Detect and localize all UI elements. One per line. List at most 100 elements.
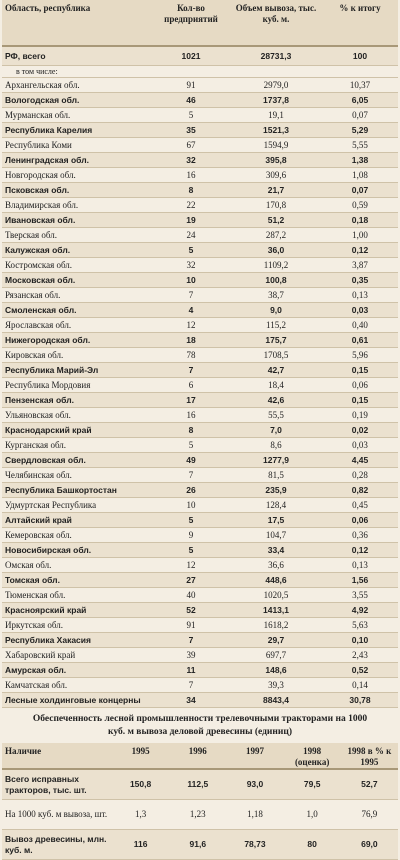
cell: 10,37 xyxy=(322,77,398,93)
table-row: Томская обл. 27 448,6 1,56 xyxy=(2,572,398,588)
cell: 6,05 xyxy=(322,92,398,108)
cell: 34 xyxy=(152,692,230,708)
table-row: Красноярский край 52 1413,1 4,92 xyxy=(2,602,398,618)
cell: 0,40 xyxy=(322,317,398,333)
cell: 697,7 xyxy=(230,647,322,663)
header-cell: % к итогу xyxy=(322,0,398,47)
cell: Республика Мордовия xyxy=(2,377,152,393)
cell: 1,18 xyxy=(226,799,284,830)
cell: 0,13 xyxy=(322,557,398,573)
cell: 67 xyxy=(152,137,230,153)
cell: 1,00 xyxy=(322,227,398,243)
cell: 93,0 xyxy=(226,769,284,800)
cell: Ульяновская обл. xyxy=(2,407,152,423)
cell: 81,5 xyxy=(230,467,322,483)
cell: 29,7 xyxy=(230,632,322,648)
cell: 5,63 xyxy=(322,617,398,633)
cell: 22 xyxy=(152,197,230,213)
cell: Иркутская обл. xyxy=(2,617,152,633)
cell: 55,5 xyxy=(230,407,322,423)
cell: Владимирская обл. xyxy=(2,197,152,213)
cell: 17,5 xyxy=(230,512,322,528)
cell: 30,78 xyxy=(322,692,398,708)
table-row: Алтайский край 5 17,5 0,06 xyxy=(2,512,398,528)
cell: 7 xyxy=(152,362,230,378)
cell: Челябинская обл. xyxy=(2,467,152,483)
cell: Краснодарский край xyxy=(2,422,152,438)
cell: 148,6 xyxy=(230,662,322,678)
table-row: Пензенская обл. 17 42,6 0,15 xyxy=(2,392,398,408)
cell: 35 xyxy=(152,122,230,138)
cell: 1021 xyxy=(152,46,230,66)
cell: 39 xyxy=(152,647,230,663)
cell: Нижегородская обл. xyxy=(2,332,152,348)
cell: 9 xyxy=(152,527,230,543)
cell: Архангельская обл. xyxy=(2,77,152,93)
cell: 7 xyxy=(152,287,230,303)
table-row: Камчатская обл. 7 39,3 0,14 xyxy=(2,677,398,693)
cell: 0,15 xyxy=(322,392,398,408)
table-row: Новгородская обл. 16 309,6 1,08 xyxy=(2,167,398,183)
table-row: Республика Марий-Эл 7 42,7 0,15 xyxy=(2,362,398,378)
cell: 0,10 xyxy=(322,632,398,648)
header-cell: 1998 (оценка) xyxy=(283,743,341,770)
header-cell: 1996 xyxy=(169,743,227,770)
cell: 5,96 xyxy=(322,347,398,363)
cell: 1413,1 xyxy=(230,602,322,618)
caption: Обеспеченность лесной промышленности тре… xyxy=(32,714,368,737)
cell: 1277,9 xyxy=(230,452,322,468)
cell: 0,12 xyxy=(322,242,398,258)
cell: Кировская обл. xyxy=(2,347,152,363)
cell: 0,82 xyxy=(322,482,398,498)
table-row: Иркутская обл. 91 1618,2 5,63 xyxy=(2,617,398,633)
cell: 150,8 xyxy=(112,769,170,800)
cell: 1,08 xyxy=(322,167,398,183)
cell: 18,4 xyxy=(230,377,322,393)
cell: 0,52 xyxy=(322,662,398,678)
table-row: Псковская обл. 8 21,7 0,07 xyxy=(2,182,398,198)
cell: 115,2 xyxy=(230,317,322,333)
table-row: Республика Хакасия 7 29,7 0,10 xyxy=(2,632,398,648)
cell: 91,6 xyxy=(169,829,227,860)
cell: 78 xyxy=(152,347,230,363)
cell: 0,59 xyxy=(322,197,398,213)
cell: 5 xyxy=(152,107,230,123)
cell: Красноярский край xyxy=(2,602,152,618)
header-row: Область, республика Кол-во предприятий Объ… xyxy=(2,0,398,47)
cell: 4,92 xyxy=(322,602,398,618)
table-row: Удмуртская Республика 10 128,4 0,45 xyxy=(2,497,398,513)
table-row: Республика Башкортостан 26 235,9 0,82 xyxy=(2,482,398,498)
cell: 79,5 xyxy=(283,769,341,800)
table-row: Омская обл. 12 36,6 0,13 xyxy=(2,557,398,573)
cell: 128,4 xyxy=(230,497,322,513)
cell: Тюменская обл. xyxy=(2,587,152,603)
cell: 3,55 xyxy=(322,587,398,603)
cell: 104,7 xyxy=(230,527,322,543)
cell: 8 xyxy=(152,182,230,198)
cell: 1,56 xyxy=(322,572,398,588)
cell: Удмуртская Республика xyxy=(2,497,152,513)
cell: На 1000 куб. м вывоза, шт. xyxy=(2,799,112,830)
cell: 0,07 xyxy=(322,182,398,198)
cell: 91 xyxy=(152,617,230,633)
subhead: в том числе: xyxy=(2,65,398,78)
cell: Ленинградская обл. xyxy=(2,152,152,168)
table-row: Ивановская обл. 19 51,2 0,18 xyxy=(2,212,398,228)
cell: 7 xyxy=(152,677,230,693)
cell: Республика Хакасия xyxy=(2,632,152,648)
cell: Новгородская обл. xyxy=(2,167,152,183)
table-row: Курганская обл. 5 8,6 0,03 xyxy=(2,437,398,453)
cell: 235,9 xyxy=(230,482,322,498)
cell: 80 xyxy=(283,829,341,860)
cell: Псковская обл. xyxy=(2,182,152,198)
cell: Республика Башкортостан xyxy=(2,482,152,498)
cell: 0,14 xyxy=(322,677,398,693)
table-row: Архангельская обл. 91 2979,0 10,37 xyxy=(2,77,398,93)
cell: 46 xyxy=(152,92,230,108)
table-row: Рязанская обл. 7 38,7 0,13 xyxy=(2,287,398,303)
cell: 287,2 xyxy=(230,227,322,243)
cell: Республика Коми xyxy=(2,137,152,153)
cell: 42,6 xyxy=(230,392,322,408)
cell: 1737,8 xyxy=(230,92,322,108)
